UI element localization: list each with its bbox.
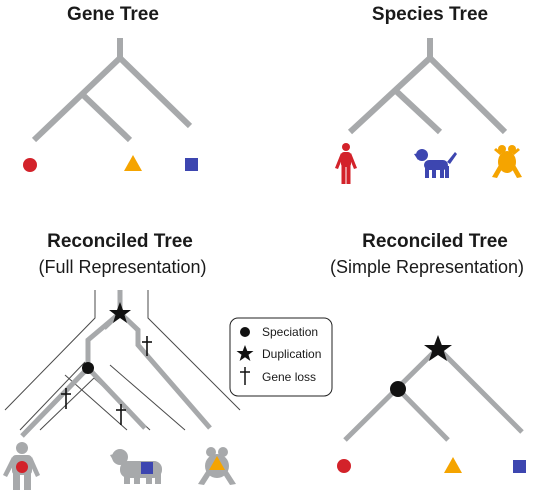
gene-orange-triangle (124, 155, 142, 171)
full-blue-square (141, 462, 153, 474)
speciation-dot (82, 362, 94, 374)
species-tree (350, 38, 505, 132)
human-icon (335, 143, 357, 184)
gene-red-circle (23, 158, 37, 172)
legend-label-speciation: Speciation (262, 325, 318, 339)
simple-speciation-dot (390, 381, 406, 397)
dog-silhouette-grey (110, 449, 162, 484)
dog-icon (414, 149, 457, 178)
simple-orange-triangle (444, 457, 462, 473)
full-red-circle (16, 461, 28, 473)
gene-tree (34, 38, 190, 140)
legend-label-duplication: Duplication (262, 347, 321, 361)
simple-blue-square (513, 460, 526, 473)
frog-icon (492, 145, 522, 178)
gene-blue-square (185, 158, 198, 171)
circle-icon (240, 327, 250, 337)
simple-tree (345, 348, 522, 440)
legend-label-gene-loss: Gene loss (262, 370, 316, 384)
simple-red-circle (337, 459, 351, 473)
legend-box: Speciation Duplication Gene loss (230, 318, 332, 396)
